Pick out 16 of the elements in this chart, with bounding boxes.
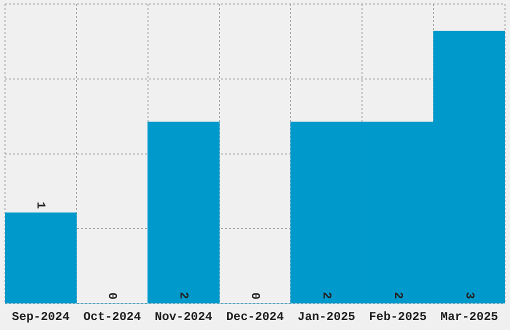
bar — [5, 212, 77, 304]
data-label: 3 — [462, 292, 476, 300]
x-tick-label: Oct-2024 — [83, 310, 141, 324]
data-label: 2 — [176, 292, 191, 300]
x-tick-label: Dec-2024 — [226, 310, 284, 324]
data-label: 0 — [105, 292, 120, 300]
data-label: 0 — [248, 292, 262, 300]
x-tick-label: Sep-2024 — [12, 310, 70, 324]
x-tick-label: Jan-2025 — [298, 310, 356, 324]
x-tick-label: Nov-2024 — [154, 310, 212, 324]
data-label: 2 — [390, 292, 405, 300]
data-label: 2 — [319, 292, 334, 300]
bar — [148, 122, 220, 304]
x-tick-label: Mar-2025 — [440, 310, 498, 324]
data-label: 1 — [34, 202, 48, 209]
x-tick-label: Feb-2025 — [369, 310, 427, 324]
